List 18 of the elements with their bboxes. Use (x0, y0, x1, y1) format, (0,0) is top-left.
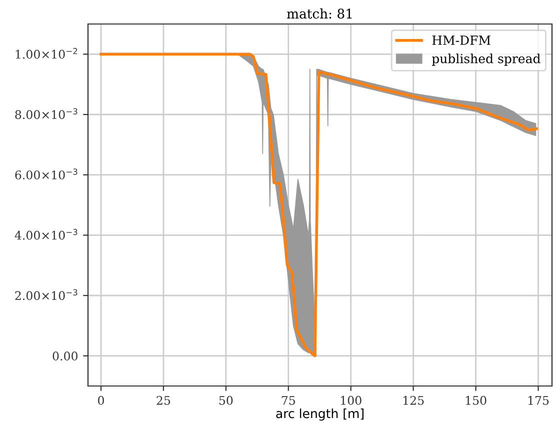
y-tick-label: 0.00 (52, 352, 78, 360)
x-tick-label: 175 (528, 396, 549, 405)
x-tick-label: 0 (98, 396, 104, 405)
x-tick-label: 150 (466, 396, 486, 405)
x-tick-label: 25 (156, 396, 170, 405)
x-tick-label: 125 (404, 396, 424, 405)
y-tick-label: 6.00×10$^{−3}$ (15, 168, 78, 180)
chart-title: match: 81 (286, 8, 352, 19)
y-tick-label: 4.00×10$^{−3}$ (14, 228, 78, 240)
legend-label: HM-DFM (432, 36, 490, 45)
x-axis-title: arc length [m] (276, 408, 364, 421)
legend-label: published spread (432, 54, 540, 66)
y-tick-label: 2.00×10$^{−3}$ (15, 289, 78, 300)
y-tick-label: 8.00×10$^{−3}$ (15, 108, 78, 120)
x-tick-label: 75 (282, 396, 295, 405)
x-tick-label: 100 (341, 396, 362, 405)
y-tick-label: 1.00×10$^{−2}$ (16, 48, 78, 59)
x-tick-label: 50 (219, 396, 233, 405)
